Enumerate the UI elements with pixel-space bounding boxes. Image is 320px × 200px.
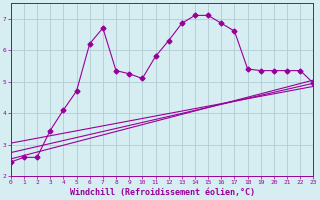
X-axis label: Windchill (Refroidissement éolien,°C): Windchill (Refroidissement éolien,°C) <box>69 188 255 197</box>
